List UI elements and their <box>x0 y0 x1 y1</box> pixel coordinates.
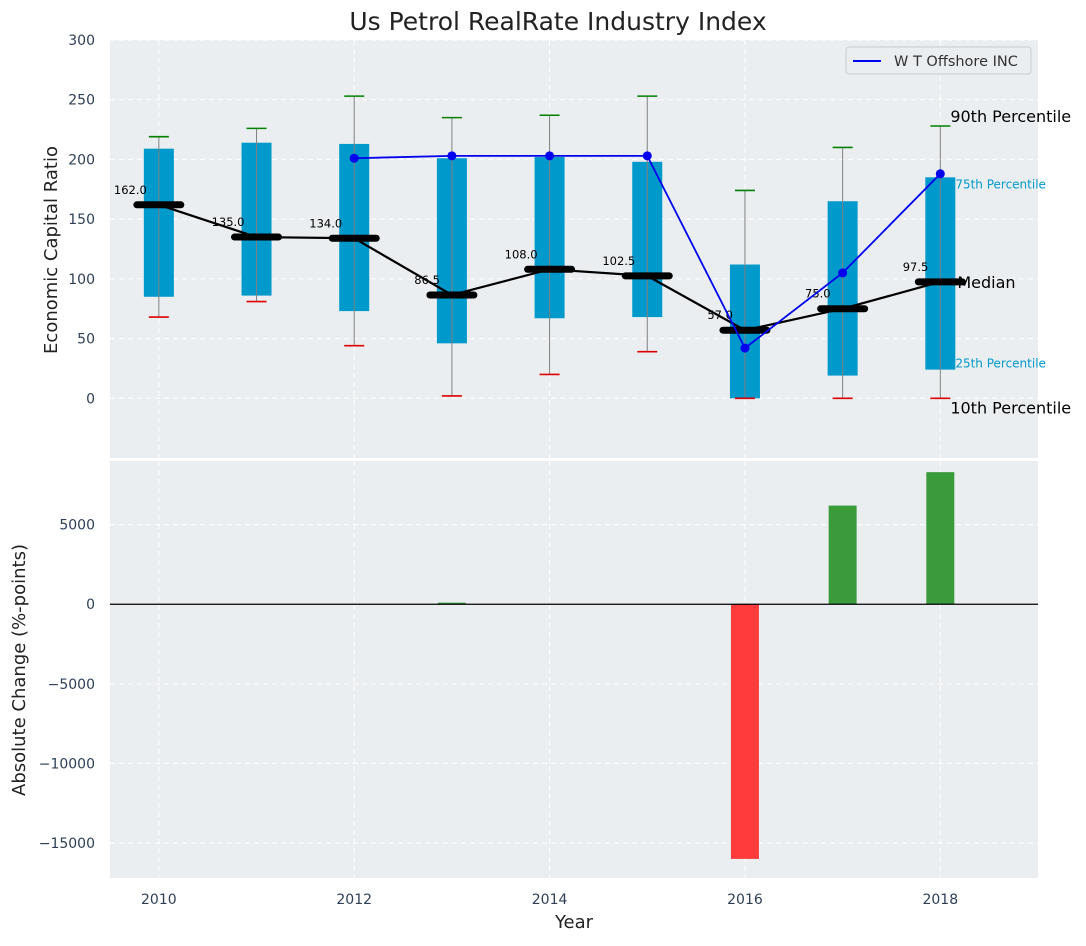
median-value-label: 134.0 <box>309 216 342 230</box>
series-point <box>447 151 457 161</box>
bottom-y-tick-label: 0 <box>86 597 95 613</box>
x-tick-label: 2014 <box>532 892 568 908</box>
annotation-median: Median <box>957 273 1015 292</box>
change-bar <box>437 602 466 605</box>
legend-frame <box>845 46 1032 75</box>
x-tick-label: 2016 <box>727 892 763 908</box>
top-y-tick-label: 250 <box>68 93 95 109</box>
bottom-y-tick-label: −15000 <box>39 836 95 852</box>
median-value-label: 108.0 <box>505 247 538 261</box>
top-y-tick-label: 100 <box>68 272 95 288</box>
chart-title: Us Petrol RealRate Industry Index <box>349 7 766 36</box>
percentile-annotations: 90th Percentile 75th Percentile Median 25th… <box>950 107 1071 417</box>
series-group <box>349 151 945 353</box>
x-tick-label: 2012 <box>336 892 372 908</box>
top-y-tick-label: 0 <box>86 391 95 407</box>
bottom-y-tick-label: −5000 <box>48 677 95 693</box>
median-value-label: 135.0 <box>212 215 245 229</box>
box-plot-group <box>143 95 956 400</box>
series-point <box>838 268 848 278</box>
series-point <box>349 153 359 163</box>
median-value-label: 97.5 <box>903 260 929 274</box>
bottom-panel-background <box>110 461 1038 878</box>
annotation-10th-percentile: 10th Percentile <box>950 398 1071 417</box>
series-point <box>740 343 750 353</box>
bottom-y-axis-label: Absolute Change (%-points) <box>9 544 30 796</box>
change-bar <box>828 505 857 605</box>
bottom-y-tick-label: 5000 <box>59 518 95 534</box>
top-y-tick-label: 200 <box>68 152 95 168</box>
series-point <box>642 151 652 161</box>
chart-legend: W T Offshore INC <box>845 46 1032 75</box>
top-y-tick-label: 50 <box>77 332 95 348</box>
legend-series-label: W T Offshore INC <box>894 54 1018 70</box>
median-value-label: 102.5 <box>602 254 635 268</box>
x-tick-label: 2010 <box>141 892 177 908</box>
annotation-25th-percentile: 25th Percentile <box>955 357 1046 371</box>
median-value-label: 162.0 <box>114 183 147 197</box>
change-bar <box>926 472 955 605</box>
change-bar <box>730 604 759 859</box>
annotation-75th-percentile: 75th Percentile <box>955 177 1046 191</box>
series-point <box>935 169 945 179</box>
median-value-label: 86.5 <box>414 273 440 287</box>
top-y-axis-label: Economic Capital Ratio <box>41 146 62 354</box>
top-y-tick-label: 300 <box>68 33 95 49</box>
bottom-y-tick-label: −10000 <box>39 756 95 772</box>
top-y-tick-label: 150 <box>68 212 95 228</box>
x-axis-label: Year <box>554 912 594 933</box>
annotation-90th-percentile: 90th Percentile <box>950 107 1071 126</box>
x-tick-label: 2018 <box>922 892 958 908</box>
series-point <box>545 151 555 161</box>
axes-group: 0 50 100 150 200 250 300 −15000 −10000 −5000 0 5000… <box>39 33 958 908</box>
change-bars-group <box>110 472 1038 859</box>
